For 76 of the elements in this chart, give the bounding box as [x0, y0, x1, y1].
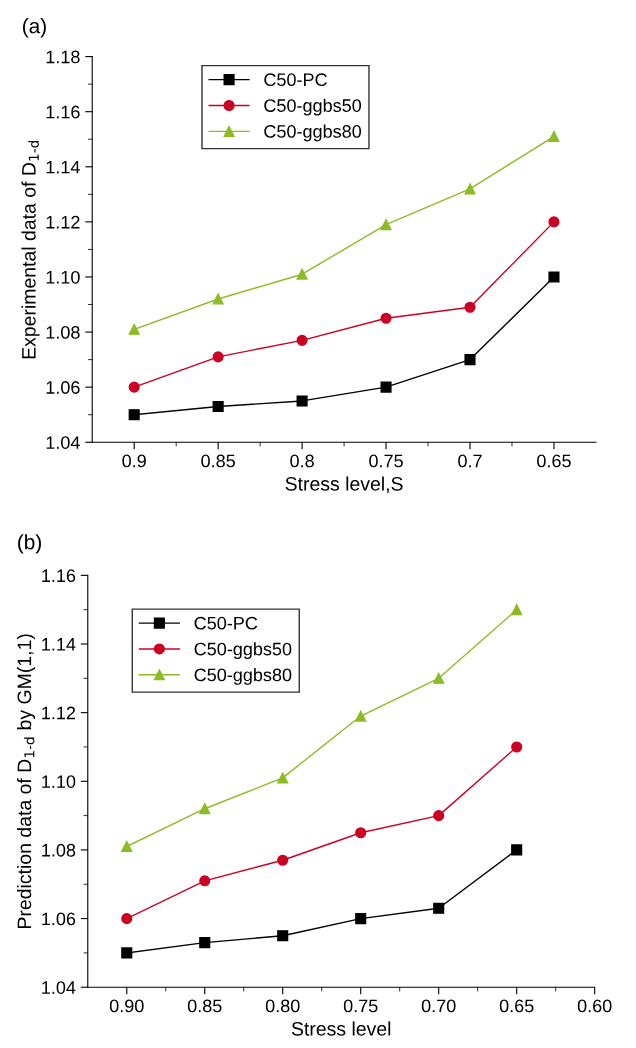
y-tick-label: 1.10: [42, 775, 76, 788]
text: (a): [22, 18, 46, 38]
point: [277, 930, 289, 942]
y-tick-label: 1.06: [46, 381, 80, 394]
point: [548, 216, 560, 228]
x-tick-label: 0.75: [369, 454, 403, 468]
legend-label: C50-ggbs50: [264, 98, 362, 116]
point: [355, 827, 367, 839]
point: [511, 741, 523, 753]
x-tick-label: 0.8: [290, 454, 314, 468]
point: [355, 710, 367, 722]
point: [355, 913, 367, 925]
point: [433, 672, 445, 684]
point: [548, 271, 560, 283]
y-tick-label: 1.08: [42, 843, 76, 857]
x-tick-label: 0.90: [109, 999, 144, 1013]
x-tick-label: 0.60: [577, 999, 612, 1013]
x-tick-label: 0.70: [421, 999, 456, 1013]
point: [548, 130, 560, 143]
point: [121, 947, 133, 959]
legend-label: C50-PC: [194, 616, 258, 630]
x-tick-label: 0.85: [201, 454, 235, 468]
point: [511, 604, 523, 616]
text: (b): [18, 534, 41, 554]
y-tick-label: 1.12: [46, 215, 80, 229]
point: [296, 395, 308, 407]
y-tick-label: 1.16: [42, 569, 76, 583]
y-tick-label: 1.14: [42, 638, 76, 651]
point: [199, 803, 211, 815]
x-tick-label: 0.9: [122, 454, 146, 468]
point: [464, 354, 476, 366]
y-tick-label: 1.06: [42, 912, 76, 926]
x-axis-title: Stress level: [291, 1021, 391, 1036]
point: [121, 840, 133, 853]
x-tick-label: 0.85: [187, 999, 222, 1013]
y-tick-label: 1.04: [42, 981, 76, 994]
point: [199, 937, 211, 949]
point: [380, 312, 392, 324]
y-axis-title: Experimental data of D$_{1-d}$: [21, 140, 40, 359]
x-tick-label: 0.65: [537, 454, 571, 468]
point: [380, 381, 392, 393]
point: [121, 913, 133, 925]
y-tick-label: 1.04: [46, 436, 80, 449]
x-tick-label: 0.80: [265, 999, 300, 1013]
point: [128, 323, 140, 335]
point: [433, 902, 445, 914]
y-tick-label: 1.18: [46, 50, 80, 64]
x-axis-title: Stress level,S: [285, 476, 403, 494]
legend-label: C50-ggbs50: [194, 642, 292, 659]
y-tick-label: 1.16: [46, 105, 80, 119]
point: [212, 400, 224, 413]
y-tick-label: 1.08: [46, 326, 80, 339]
point: [277, 854, 289, 866]
y-tick-label: 1.14: [46, 160, 80, 174]
point: [296, 268, 308, 280]
point: [380, 219, 392, 231]
point: [296, 334, 308, 346]
legend-label: C50-ggbs80: [264, 124, 362, 142]
point: [277, 772, 289, 784]
point: [464, 183, 476, 195]
point: [128, 409, 140, 421]
point: [128, 381, 140, 393]
point: [433, 810, 445, 822]
legend-label: C50-ggbs80: [194, 668, 292, 685]
x-tick-label: 0.65: [499, 999, 534, 1013]
point: [199, 875, 211, 887]
x-tick-label: 0.7: [458, 454, 482, 468]
point: [464, 301, 476, 313]
x-tick-label: 0.75: [343, 999, 378, 1013]
y-axis-title: Prediction data of D$_{1-d}$ by GM(1,1): [16, 634, 36, 928]
point: [511, 844, 523, 856]
point: [212, 351, 224, 363]
y-tick-label: 1.12: [42, 706, 76, 720]
point: [212, 293, 224, 305]
legend-label: C50-PC: [264, 73, 327, 87]
y-tick-label: 1.10: [46, 270, 80, 284]
